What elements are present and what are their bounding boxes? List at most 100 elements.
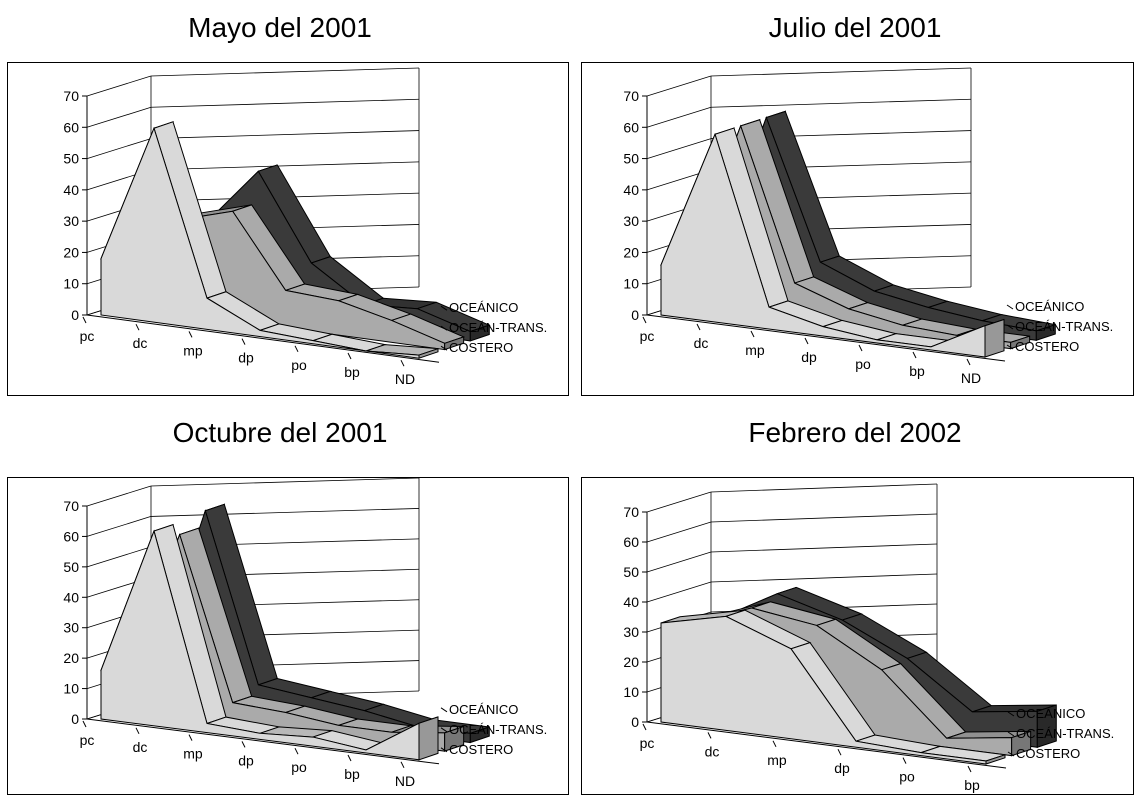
y-tick-label: 20 <box>63 244 79 260</box>
gridline-side <box>646 581 712 603</box>
y-tick-label: 20 <box>623 244 639 260</box>
x-tick-label: dc <box>133 739 148 755</box>
x-axis-line <box>86 718 440 765</box>
x-tick-label: dc <box>694 335 709 351</box>
y-tick-label: 20 <box>63 650 79 666</box>
series-tick <box>1006 304 1014 310</box>
gridline-back <box>150 508 420 517</box>
y-tick-label: 50 <box>63 559 79 575</box>
series-tick <box>1007 731 1015 737</box>
gridline-side <box>646 106 712 128</box>
y-tick-label: 0 <box>71 711 79 727</box>
series-label: OCEÁNICO <box>449 300 518 315</box>
gridline-side <box>646 75 712 97</box>
x-tick-label: dc <box>133 335 148 351</box>
gridline-back <box>710 98 972 108</box>
y-tick-label: 50 <box>623 151 639 167</box>
series-tick <box>1006 344 1014 350</box>
gridline-side <box>646 521 712 543</box>
series-end-cap <box>985 754 1006 765</box>
x-tick-label: pc <box>640 328 655 344</box>
x-tick-label: ND <box>395 371 415 387</box>
x-tick <box>347 352 352 360</box>
series-end-cap <box>444 336 465 351</box>
chart-panel-1: 0 10 20 30 40 50 60 70 pc dc mp dp po bp ND COSTERO OCEÁ… <box>7 62 569 396</box>
x-tick <box>837 748 842 756</box>
x-tick-label: mp <box>767 752 787 768</box>
x-tick-label: po <box>291 357 307 373</box>
x-tick-label: po <box>855 356 871 372</box>
y-tick-label: 20 <box>623 654 639 670</box>
gridline-back <box>150 477 420 487</box>
x-tick-label: pc <box>80 328 95 344</box>
x-tick-label: pc <box>640 735 655 751</box>
x-tick-label: pc <box>80 732 95 748</box>
x-axis-line <box>86 314 440 363</box>
series-label: OCEÁNICO <box>449 702 518 717</box>
series-tick <box>440 305 448 311</box>
x-tick <box>188 734 193 741</box>
x-tick <box>707 732 712 739</box>
series-end-cap <box>469 324 490 342</box>
x-tick <box>294 747 299 755</box>
x-tick <box>642 723 647 731</box>
gridline-back <box>710 67 972 77</box>
chart-title-3: Octubre del 2001 <box>172 417 388 448</box>
y-tick-label: 60 <box>63 119 79 135</box>
chart-panel-2: 0 10 20 30 40 50 60 70 pc dc mp dp po bp ND COSTERO OCEÁ… <box>581 62 1134 396</box>
gridline-back <box>710 513 938 523</box>
y-tick-label: 10 <box>623 684 639 700</box>
series-tick <box>1007 751 1015 757</box>
x-tick-label: ND <box>961 370 981 386</box>
x-tick-label: mp <box>183 746 203 762</box>
x-tick <box>750 330 755 338</box>
chart-title-4: Febrero del 2002 <box>748 417 962 448</box>
x-tick-label: bp <box>344 364 360 380</box>
gridline-back <box>150 67 420 77</box>
gridline-back <box>710 573 938 583</box>
series-label: OCEÁN-TRANS. <box>449 722 547 737</box>
y-tick-label: 0 <box>631 714 639 730</box>
x-tick <box>966 358 971 366</box>
x-tick-label: dp <box>834 760 850 776</box>
x-tick <box>241 338 246 345</box>
y-tick-label: 60 <box>63 528 79 544</box>
y-tick-label: 10 <box>63 276 79 292</box>
y-tick-label: 60 <box>623 534 639 550</box>
x-tick-label: ND <box>395 773 415 789</box>
y-tick-label: 0 <box>631 307 639 323</box>
x-axis-line <box>646 314 1006 362</box>
y-tick-label: 40 <box>63 589 79 605</box>
gridline-side <box>646 551 712 573</box>
series-tick <box>440 325 448 331</box>
x-tick <box>642 316 647 324</box>
series-end-cap <box>418 347 439 359</box>
y-tick-label: 70 <box>623 88 639 104</box>
series-tick <box>440 747 448 753</box>
x-tick <box>82 316 87 324</box>
x-tick-label: po <box>899 769 915 785</box>
x-tick-label: po <box>291 759 307 775</box>
x-tick-label: bp <box>964 777 980 793</box>
series-tick <box>440 345 448 351</box>
y-tick-label: 30 <box>63 620 79 636</box>
y-tick-label: 30 <box>623 213 639 229</box>
x-tick <box>241 741 246 748</box>
x-tick <box>82 720 87 728</box>
gridline-back <box>710 543 938 553</box>
gridline-back <box>710 483 938 493</box>
x-tick-label: mp <box>183 342 203 358</box>
chart-title-1: Mayo del 2001 <box>188 12 372 43</box>
series-label: COSTERO <box>449 742 513 757</box>
x-tick <box>912 351 917 359</box>
series-end-cap <box>984 318 1005 358</box>
x-tick <box>902 757 907 764</box>
y-tick-label: 50 <box>623 564 639 580</box>
x-tick <box>400 761 405 769</box>
x-tick <box>188 331 193 338</box>
series-label: OCEÁN-TRANS. <box>1015 319 1113 334</box>
x-tick <box>347 754 352 762</box>
series-end-cap <box>469 726 490 744</box>
y-tick-label: 0 <box>71 307 79 323</box>
gridline-side <box>86 75 152 97</box>
